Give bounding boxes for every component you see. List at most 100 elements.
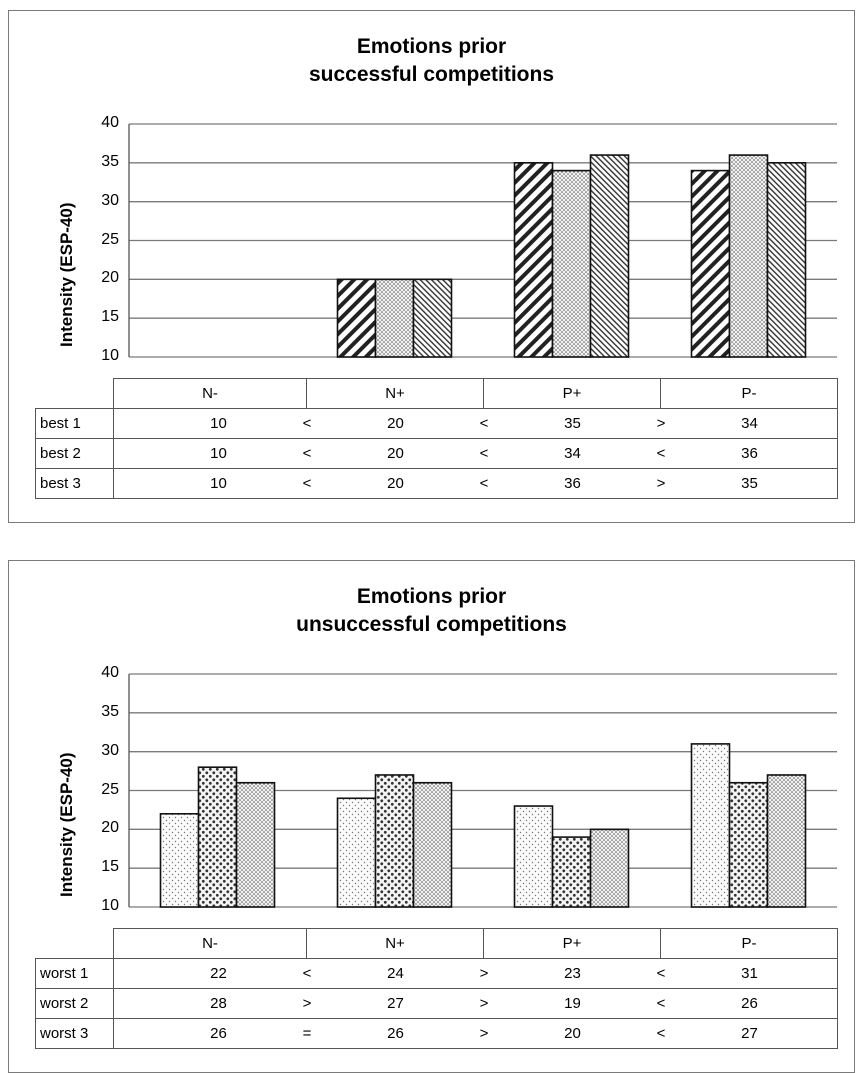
bar	[589, 828, 630, 908]
value-label: 27	[741, 1025, 758, 1042]
data-table: N- N+ P+ P-best 1 10 20 35 34 < < > best 2 10 20 34 36 <…	[35, 378, 838, 499]
category-label: P+	[483, 378, 661, 409]
comparison-symbol: =	[302, 1025, 312, 1042]
value-label: 36	[741, 445, 758, 462]
table-row: worst 1 22 24 23 31 < > <	[35, 958, 838, 989]
table-row: worst 3 26 26 20 27 = > <	[35, 1018, 838, 1049]
bar	[513, 162, 554, 358]
bar	[728, 781, 769, 908]
bar	[336, 278, 377, 358]
y-tick-label: 25	[101, 230, 119, 248]
series-label: worst 1	[35, 958, 114, 989]
chart-title: Emotions prior successful competitions	[9, 33, 854, 89]
value-label: 26	[741, 995, 758, 1012]
value-label: 35	[564, 415, 581, 432]
chart-title: Emotions prior unsuccessful competitions	[9, 583, 854, 639]
value-label: 34	[564, 445, 581, 462]
plot-area	[128, 123, 837, 358]
table-header-row: N- N+ P+ P-	[35, 928, 838, 959]
y-axis-label: Intensity (ESP-40)	[57, 752, 76, 897]
value-label: 10	[210, 475, 227, 492]
value-label: 26	[210, 1025, 227, 1042]
comparison-symbol: <	[302, 445, 312, 462]
bar	[374, 774, 415, 908]
value-label: 19	[564, 995, 581, 1012]
bar	[374, 278, 415, 358]
comparison-symbol: <	[302, 415, 312, 432]
value-label: 10	[210, 445, 227, 462]
chart-title-line-1: Emotions prior	[356, 35, 507, 58]
value-label: 20	[387, 445, 404, 462]
category-label: N+	[306, 928, 484, 959]
chart-title-line-1: Emotions prior	[356, 585, 507, 608]
category-label: N-	[113, 928, 307, 959]
value-label: 20	[387, 475, 404, 492]
y-tick-label: 30	[101, 741, 119, 759]
comparison-symbol: >	[479, 995, 489, 1012]
comparison-symbol: <	[302, 475, 312, 492]
value-label: 23	[564, 965, 581, 982]
table-row: worst 2 28 27 19 26 > > <	[35, 988, 838, 1019]
bar	[690, 743, 731, 908]
y-tick-label: 10	[101, 347, 119, 364]
bar	[589, 154, 630, 358]
series-label: worst 2	[35, 988, 114, 1019]
chart-panel-unsuccessful: Emotions prior unsuccessful competitions…	[8, 560, 855, 1073]
comparison-symbol: <	[479, 415, 489, 432]
series-label: best 2	[35, 438, 114, 469]
comparison-symbol: <	[479, 475, 489, 492]
bar	[412, 781, 453, 908]
comparison-symbol: >	[479, 1025, 489, 1042]
table-row: best 3 10 20 36 35 < < >	[35, 468, 838, 499]
y-tick-label: 35	[101, 152, 119, 170]
category-label: N+	[306, 378, 484, 409]
comparison-symbol: <	[656, 1025, 666, 1042]
table-header-row: N- N+ P+ P-	[35, 378, 838, 409]
value-label: 27	[387, 995, 404, 1012]
y-axis-label: Intensity (ESP-40)	[57, 202, 76, 347]
value-label: 36	[564, 475, 581, 492]
y-tick-label: 10	[101, 897, 119, 914]
value-label: 10	[210, 415, 227, 432]
y-tick-label: 15	[101, 858, 119, 876]
value-label: 22	[210, 965, 227, 982]
table-row: best 1 10 20 35 34 < < >	[35, 408, 838, 439]
y-tick-label: 15	[101, 308, 119, 326]
value-label: 20	[564, 1025, 581, 1042]
comparison-symbol: <	[656, 995, 666, 1012]
y-tick-label: 25	[101, 780, 119, 798]
series-label: best 1	[35, 408, 114, 439]
value-label: 34	[741, 415, 758, 432]
comparison-symbol: <	[656, 965, 666, 982]
y-tick-label: 40	[101, 114, 119, 131]
series-label: worst 3	[35, 1018, 114, 1049]
bar	[551, 836, 592, 908]
series-label: best 3	[35, 468, 114, 499]
comparison-symbol: <	[302, 965, 312, 982]
category-label: N-	[113, 378, 307, 409]
value-label: 31	[741, 965, 758, 982]
chart-title-line-2: unsuccessful competitions	[296, 613, 567, 636]
bar	[336, 797, 377, 908]
table-row: best 2 10 20 34 36 < < <	[35, 438, 838, 469]
y-tick-label: 20	[101, 819, 119, 837]
data-table: N- N+ P+ P-worst 1 22 24 23 31 < > < worst 2 28 27 19 2…	[35, 928, 838, 1049]
bar	[551, 169, 592, 358]
value-label: 26	[387, 1025, 404, 1042]
category-label: P+	[483, 928, 661, 959]
plot-area	[128, 673, 837, 908]
comparison-symbol: >	[656, 415, 666, 432]
bar	[766, 774, 807, 908]
chart-panel-successful: Emotions prior successful competitions 4…	[8, 10, 855, 523]
comparison-symbol: <	[656, 445, 666, 462]
y-tick-label: 35	[101, 702, 119, 720]
bar	[513, 805, 554, 908]
category-label: P-	[660, 928, 838, 959]
category-label: P-	[660, 378, 838, 409]
value-label: 28	[210, 995, 227, 1012]
comparison-symbol: >	[479, 965, 489, 982]
y-tick-label: 30	[101, 191, 119, 209]
comparison-symbol: >	[302, 995, 312, 1012]
bar	[766, 162, 807, 358]
bar	[235, 781, 276, 908]
